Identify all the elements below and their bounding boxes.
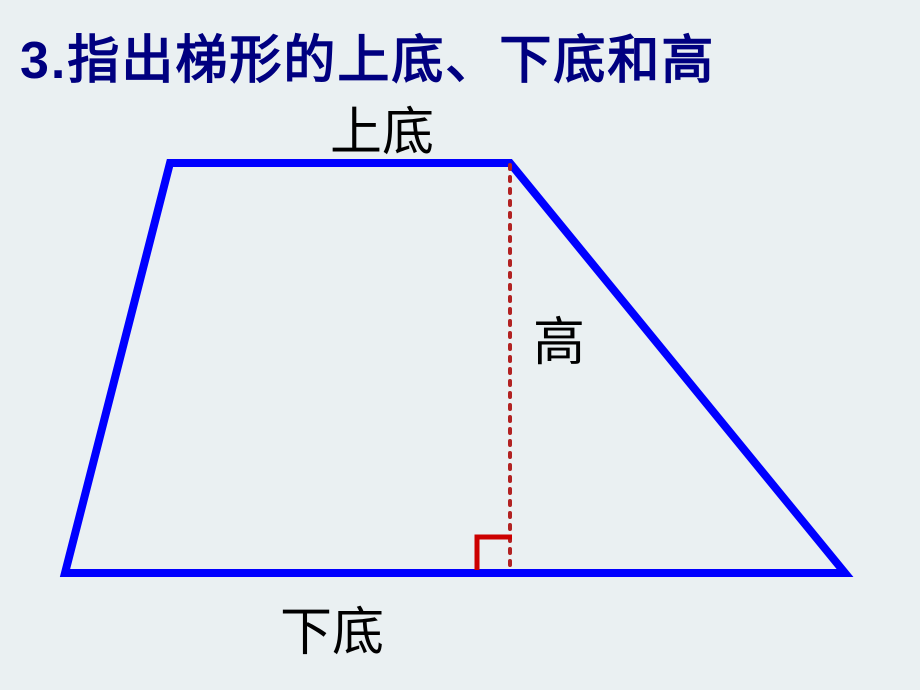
trapezoid-shape (65, 163, 845, 573)
trapezoid-diagram: 上底 高 下底 (0, 90, 920, 690)
label-top-base: 上底 (330, 90, 434, 165)
trapezoid-svg (0, 90, 920, 690)
label-height: 高 (533, 300, 585, 375)
label-bottom-base: 下底 (280, 590, 384, 665)
right-angle-marker (477, 537, 512, 570)
question-title: 3.指出梯形的上底、下底和高 (20, 18, 715, 93)
